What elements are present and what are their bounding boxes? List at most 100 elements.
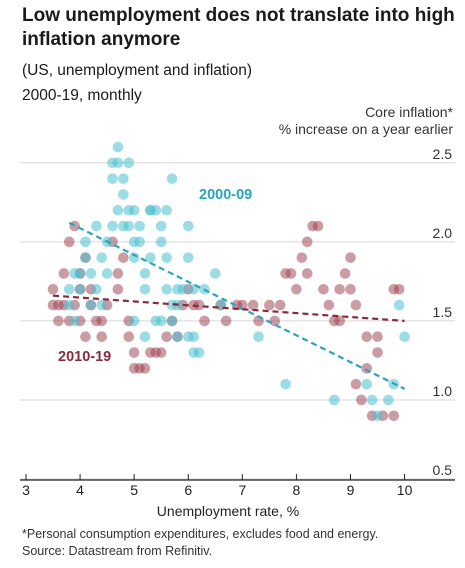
point-2010-19 (112, 268, 124, 279)
point-2000-09 (145, 252, 156, 263)
trendline-2010-19 (52, 294, 405, 323)
point-2000-09 (112, 157, 124, 169)
point-2010-19 (53, 315, 64, 327)
point-2000-09 (134, 236, 145, 248)
point-2010-19 (96, 331, 108, 343)
point-2000-09 (91, 283, 102, 295)
point-2010-19 (139, 363, 151, 374)
point-2000-09 (145, 204, 156, 216)
point-2000-09 (69, 315, 80, 327)
point-2010-19 (334, 315, 345, 327)
point-2000-09 (182, 220, 194, 232)
point-2010-19 (388, 410, 400, 422)
y-tick-label: 0.5 (433, 462, 453, 478)
point-2010-19 (296, 252, 308, 263)
y-tick-label: 1.0 (433, 383, 453, 399)
point-2010-19 (269, 315, 281, 327)
point-2000-09 (182, 252, 194, 263)
point-2000-09 (128, 252, 140, 263)
point-2010-19 (193, 299, 205, 311)
point-2010-19 (220, 315, 232, 327)
point-2000-09 (383, 394, 394, 406)
point-2000-09 (112, 204, 124, 216)
point-2000-09 (139, 283, 151, 295)
point-2000-09 (134, 220, 145, 232)
point-2000-09 (177, 283, 189, 295)
point-2010-19 (318, 283, 329, 295)
point-2010-19 (372, 331, 383, 343)
point-2010-19 (339, 268, 351, 279)
point-2010-19 (334, 283, 345, 295)
point-2010-19 (58, 268, 70, 279)
point-2000-09 (112, 141, 124, 153)
x-tick-label: 3 (22, 482, 30, 498)
point-2000-09 (209, 268, 221, 279)
point-2010-19 (312, 220, 324, 232)
point-2010-19 (361, 331, 373, 343)
point-2000-09 (372, 410, 383, 422)
point-2000-09 (107, 220, 118, 232)
point-2010-19 (350, 378, 362, 390)
x-tick-label: 6 (184, 482, 192, 498)
point-2000-09 (166, 173, 178, 184)
point-2000-09 (188, 331, 199, 343)
point-2000-09 (161, 283, 172, 295)
source-note: Source: Datastream from Refinitiv. (22, 544, 213, 558)
point-2000-09 (63, 283, 75, 295)
point-2010-19 (47, 283, 59, 295)
point-2000-09 (96, 299, 108, 311)
point-2000-09 (399, 331, 410, 343)
point-2000-09 (128, 204, 140, 216)
chart-period: 2000-19, monthly (22, 87, 142, 104)
x-tick-label: 5 (130, 482, 138, 498)
point-2000-09 (107, 173, 118, 184)
point-2000-09 (393, 299, 405, 311)
point-2000-09 (155, 236, 167, 248)
point-2000-09 (80, 236, 91, 248)
point-2000-09 (96, 252, 108, 263)
point-2010-19 (155, 347, 167, 358)
point-2010-19 (69, 220, 80, 232)
chart-subtitle: (US, unemployment and inflation) (22, 62, 253, 79)
point-2010-19 (388, 283, 400, 295)
point-2010-19 (301, 236, 313, 248)
point-2010-19 (372, 347, 383, 358)
y-axis-label-line2: % increase on a year earlier (278, 121, 453, 137)
point-2010-19 (199, 315, 210, 327)
point-2000-09 (253, 331, 264, 343)
x-tick-label: 4 (76, 482, 84, 498)
label-2000-09: 2000-09 (199, 187, 252, 203)
point-2000-09 (155, 220, 167, 232)
y-tick-label: 1.5 (433, 304, 453, 320)
x-tick-label: 9 (347, 482, 355, 498)
point-2000-09 (328, 394, 340, 406)
point-2010-19 (291, 283, 302, 295)
point-2000-09 (155, 315, 167, 327)
point-2000-09 (123, 157, 135, 169)
x-tick-label: 8 (293, 482, 301, 498)
point-2000-09 (280, 378, 291, 390)
point-2010-19 (96, 315, 108, 327)
point-2000-09 (128, 315, 140, 327)
point-2000-09 (101, 268, 113, 279)
point-2010-19 (80, 331, 91, 343)
point-2010-19 (112, 283, 124, 295)
point-2010-19 (118, 252, 129, 263)
y-tick-label: 2.0 (433, 225, 453, 241)
point-2000-09 (361, 378, 373, 390)
y-axis-label-line1: Core inflation* (365, 104, 453, 120)
point-2000-09 (85, 299, 97, 311)
point-2000-09 (172, 331, 183, 343)
point-2000-09 (63, 299, 75, 311)
point-2010-19 (345, 283, 356, 295)
point-2010-19 (345, 252, 356, 263)
y-tick-label: 2.5 (433, 146, 453, 162)
point-2000-09 (123, 220, 135, 232)
point-2010-19 (274, 299, 286, 311)
point-2010-19 (128, 347, 140, 358)
point-2010-19 (123, 331, 135, 343)
point-2000-09 (74, 268, 86, 279)
point-2000-09 (118, 173, 129, 184)
chart-title: Low unemployment does not translate into… (22, 5, 455, 50)
